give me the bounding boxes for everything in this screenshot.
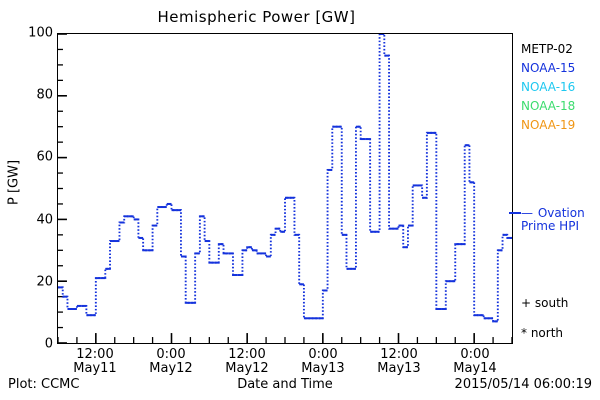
plus-icon: + bbox=[521, 296, 532, 310]
x-tick-date: May13 bbox=[301, 361, 345, 376]
plot-area bbox=[57, 33, 513, 344]
data-plot-svg bbox=[58, 34, 512, 343]
x-tick-date: May12 bbox=[225, 361, 269, 376]
legend-ovation-prime: — Ovation Prime HPI bbox=[521, 207, 600, 233]
legend-satellite-metp-02: METP-02 bbox=[521, 42, 573, 56]
y-tick-label: 80 bbox=[36, 87, 53, 103]
x-axis-label: Date and Time bbox=[237, 377, 333, 392]
legend-north: * north bbox=[521, 326, 563, 340]
x-tick-time: 0:00 bbox=[308, 347, 338, 362]
legend-satellite-noaa-19: NOAA-19 bbox=[521, 118, 576, 132]
legend-ovation-label2: Prime HPI bbox=[521, 219, 579, 233]
x-tick-time: 12:00 bbox=[380, 347, 418, 362]
x-tick-time: 12:00 bbox=[228, 347, 266, 362]
legend-north-label: north bbox=[530, 326, 564, 340]
chart-title: Hemispheric Power [GW] bbox=[157, 8, 356, 26]
legend-ovation-line1: — Ovation bbox=[521, 207, 600, 220]
axis-ticks bbox=[58, 34, 512, 343]
series-line-ovation-prime-hpi bbox=[58, 34, 512, 323]
x-tick-label: 12:00 May11 bbox=[73, 348, 116, 376]
legend-satellite-noaa-18: NOAA-18 bbox=[521, 99, 576, 113]
y-axis-tick-labels: 0 20 40 60 80 100 bbox=[0, 27, 53, 351]
footer-plot-credit: Plot: CCMC bbox=[8, 377, 80, 392]
y-tick-label: 100 bbox=[28, 25, 53, 41]
legend-south-label: south bbox=[534, 296, 569, 310]
asterisk-icon: * bbox=[521, 326, 527, 340]
legend-satellite-noaa-15: NOAA-15 bbox=[521, 61, 576, 75]
y-tick-label: 60 bbox=[36, 149, 53, 165]
x-tick-date: May13 bbox=[377, 361, 421, 376]
ovation-line-sample bbox=[509, 212, 521, 214]
x-axis-tick-labels: 12:00 May11 0:00 May12 12:00 May12 0:00 May13 12… bbox=[0, 348, 600, 382]
legend-dash-icon: — bbox=[521, 206, 534, 220]
x-tick-time: 0:00 bbox=[156, 347, 186, 362]
y-tick-label: 0 bbox=[44, 336, 53, 352]
x-tick-label: 0:00 May12 bbox=[149, 348, 192, 376]
x-tick-date: May14 bbox=[453, 361, 497, 376]
y-tick-label: 40 bbox=[36, 212, 53, 228]
x-tick-label: 0:00 May14 bbox=[453, 348, 496, 376]
legend-south: + south bbox=[521, 296, 568, 310]
legend-satellite-noaa-16: NOAA-16 bbox=[521, 80, 576, 94]
x-tick-label: 12:00 May13 bbox=[377, 348, 420, 376]
footer-timestamp: 2015/05/14 06:00:19 bbox=[454, 377, 592, 392]
x-tick-date: May12 bbox=[149, 361, 193, 376]
x-tick-label: 12:00 May12 bbox=[225, 348, 268, 376]
x-tick-label: 0:00 May13 bbox=[301, 348, 344, 376]
x-tick-time: 0:00 bbox=[460, 347, 490, 362]
x-tick-date: May11 bbox=[73, 361, 117, 376]
legend-satellites: METP-02 NOAA-15 NOAA-16 NOAA-18 NOAA-19 bbox=[521, 40, 600, 135]
x-tick-time: 12:00 bbox=[76, 347, 114, 362]
legend-ovation-label1: Ovation bbox=[537, 206, 585, 220]
data-series-group bbox=[58, 34, 512, 323]
y-tick-label: 20 bbox=[36, 274, 53, 290]
